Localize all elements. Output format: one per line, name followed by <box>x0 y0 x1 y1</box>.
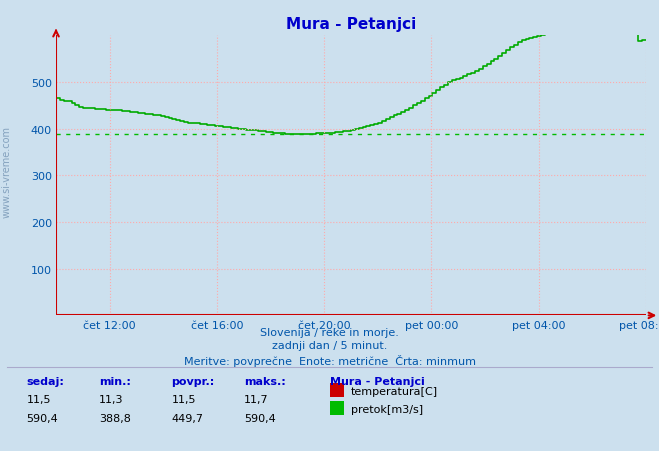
Text: 449,7: 449,7 <box>171 413 204 423</box>
Text: 11,7: 11,7 <box>244 395 268 405</box>
Text: Slovenija / reke in morje.: Slovenija / reke in morje. <box>260 327 399 337</box>
Text: maks.:: maks.: <box>244 377 285 387</box>
Title: Mura - Petanjci: Mura - Petanjci <box>286 17 416 32</box>
Text: 590,4: 590,4 <box>244 413 275 423</box>
Text: 388,8: 388,8 <box>99 413 130 423</box>
Text: povpr.:: povpr.: <box>171 377 215 387</box>
Text: 11,5: 11,5 <box>26 395 51 405</box>
Text: 11,5: 11,5 <box>171 395 196 405</box>
Text: www.si-vreme.com: www.si-vreme.com <box>1 125 12 217</box>
Text: min.:: min.: <box>99 377 130 387</box>
Text: temperatura[C]: temperatura[C] <box>351 386 438 396</box>
Text: 590,4: 590,4 <box>26 413 58 423</box>
Text: Mura - Petanjci: Mura - Petanjci <box>330 377 424 387</box>
Text: pretok[m3/s]: pretok[m3/s] <box>351 404 422 414</box>
Text: sedaj:: sedaj: <box>26 377 64 387</box>
Text: Meritve: povprečne  Enote: metrične  Črta: minmum: Meritve: povprečne Enote: metrične Črta:… <box>183 354 476 366</box>
Text: zadnji dan / 5 minut.: zadnji dan / 5 minut. <box>272 341 387 350</box>
Text: 11,3: 11,3 <box>99 395 123 405</box>
